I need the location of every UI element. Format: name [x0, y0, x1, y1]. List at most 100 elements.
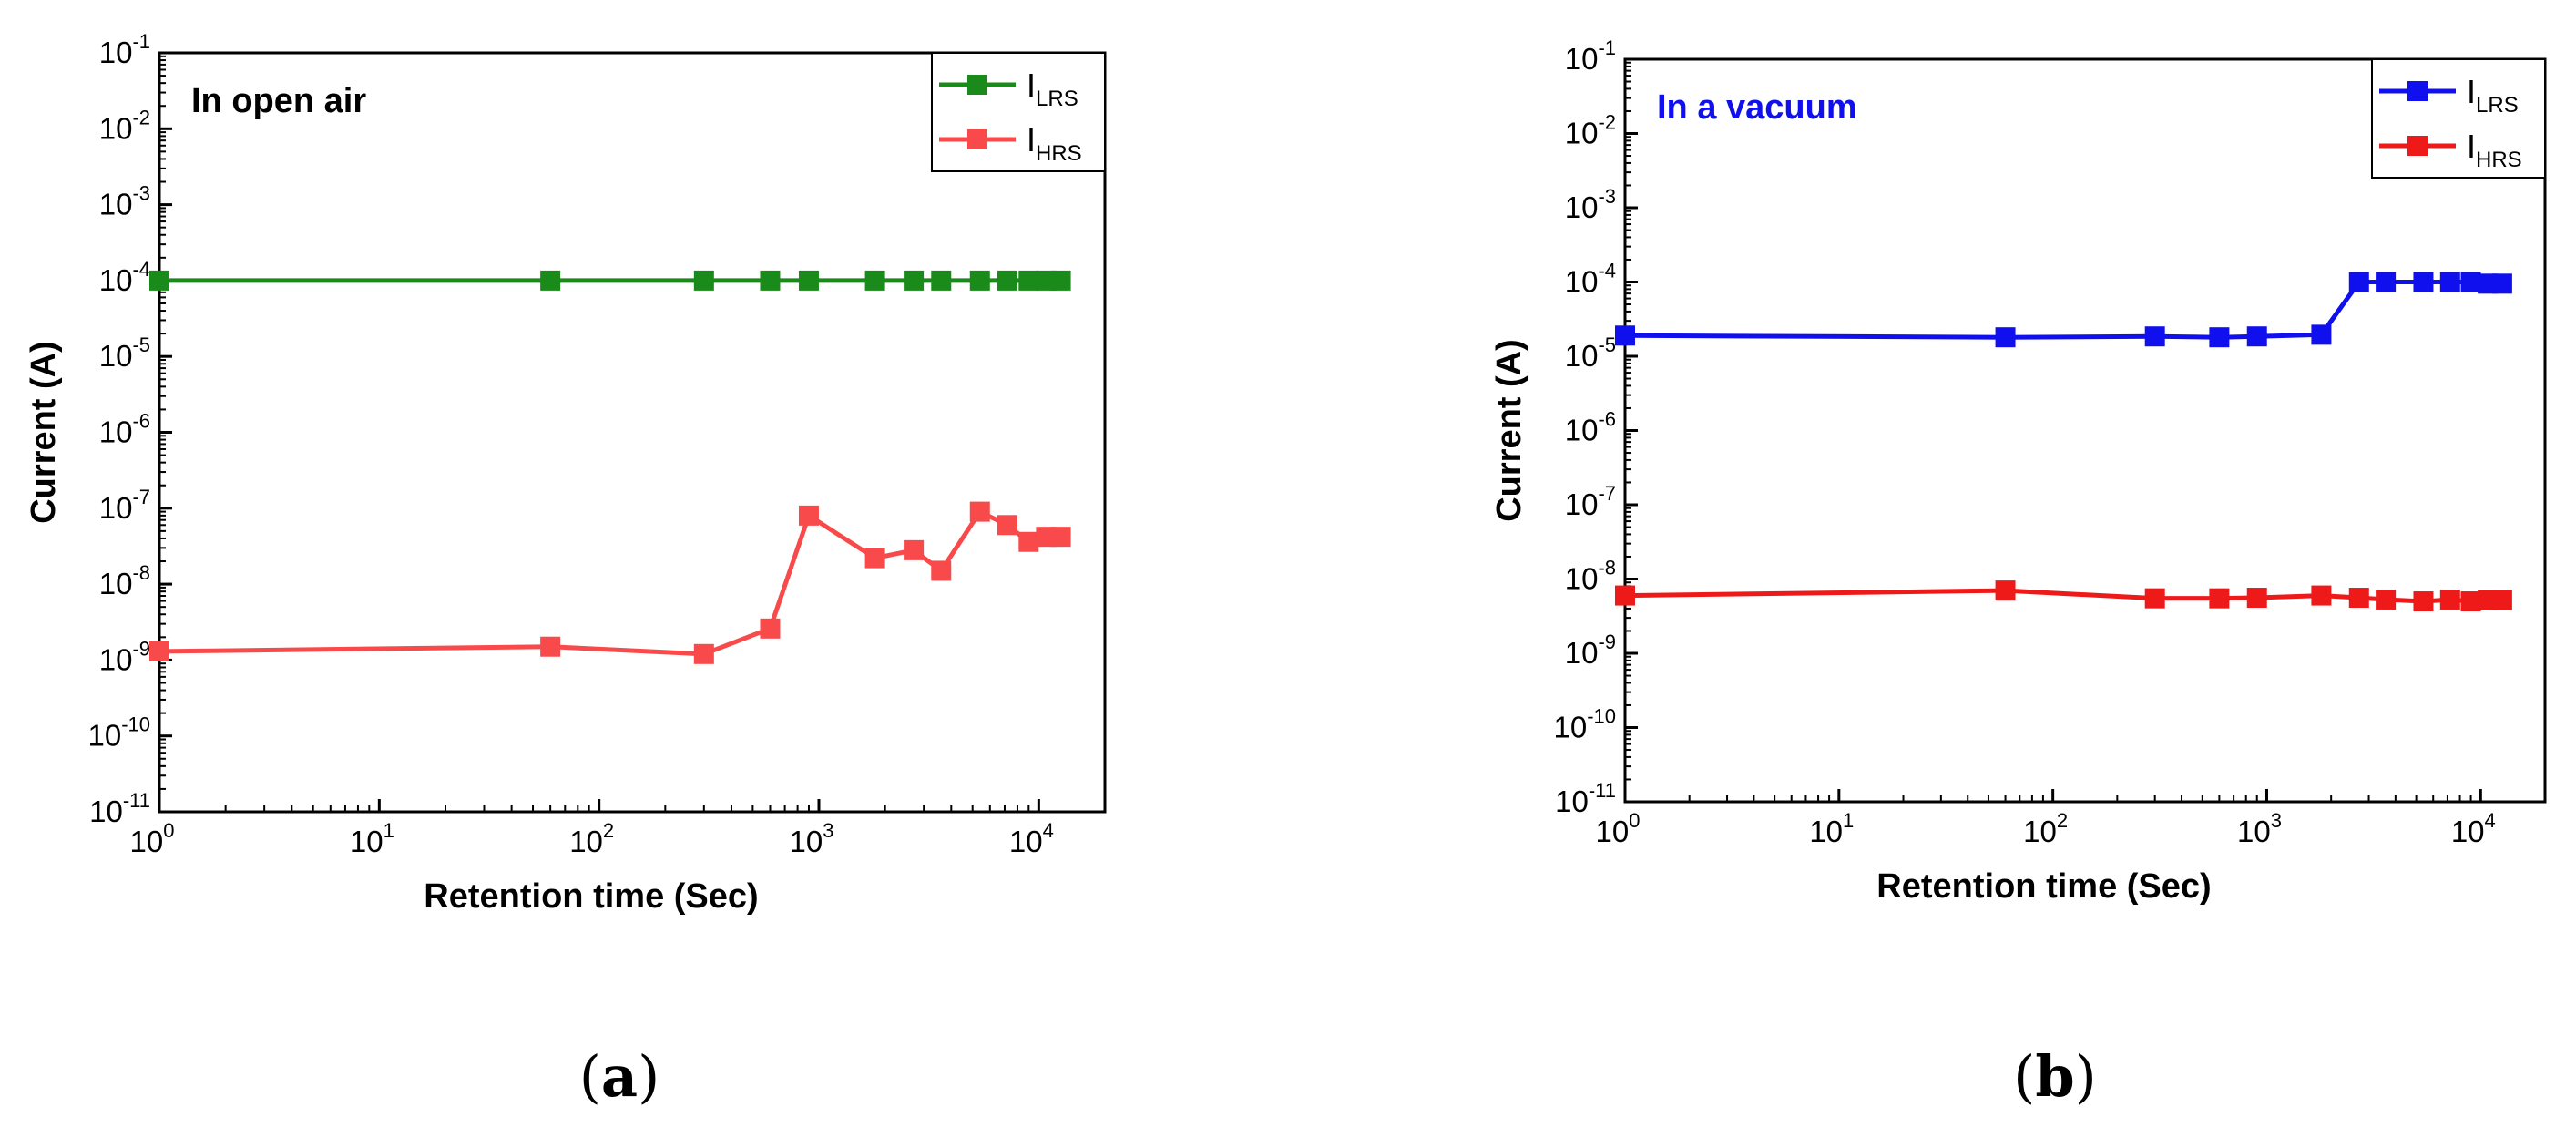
y-tick-label: 10-9: [99, 637, 150, 676]
data-point: [931, 270, 952, 291]
data-point: [1615, 325, 1635, 346]
x-tick-exponent: 0: [1629, 809, 1640, 832]
data-point: [2376, 589, 2397, 610]
y-tick-label: 10-6: [99, 410, 150, 449]
y-tick-base: 10: [99, 263, 133, 297]
data-point: [1050, 527, 1071, 548]
y-tick-base: 10: [1565, 117, 1599, 150]
y-tick-label: 10-8: [99, 561, 150, 600]
y-tick-base: 10: [1565, 414, 1599, 447]
y-tick-base: 10: [1565, 265, 1599, 299]
x-tick-label: 102: [2023, 809, 2068, 848]
data-point: [1995, 580, 2016, 601]
data-point: [931, 560, 952, 581]
y-tick-base: 10: [1565, 636, 1599, 670]
data-point: [149, 270, 169, 291]
y-tick-exponent: -4: [1598, 260, 1616, 282]
y-tick-label: 10-10: [87, 713, 150, 753]
panel-paren-close: ): [2075, 1043, 2097, 1110]
y-tick-label: 10-3: [99, 182, 150, 221]
data-point: [1615, 585, 1635, 606]
data-point: [2413, 272, 2434, 292]
y-tick-base: 10: [99, 415, 133, 449]
x-tick-label: 103: [2237, 809, 2282, 848]
legend-entry-hrs: IHRS: [2379, 128, 2522, 172]
data-point: [864, 270, 885, 291]
data-point: [997, 270, 1017, 291]
data-point: [2209, 327, 2230, 348]
y-tick-exponent: -6: [1598, 408, 1616, 431]
x-tick-label: 100: [1596, 809, 1641, 848]
y-tick-exponent: -3: [1598, 185, 1616, 208]
x-tick-base: 10: [790, 825, 823, 858]
legend-label: ILRS: [2467, 73, 2519, 118]
y-tick-base: 10: [1565, 339, 1599, 373]
y-tick-label: 10-11: [89, 789, 150, 828]
data-point: [540, 636, 561, 657]
y-tick-base: 10: [99, 491, 133, 525]
legend-label: IHRS: [1027, 121, 1082, 166]
y-tick-base: 10: [99, 339, 133, 373]
y-tick-label: 10-6: [1565, 408, 1616, 447]
y-tick-exponent: -1: [132, 30, 150, 53]
legend-label: IHRS: [2467, 128, 2522, 172]
y-tick-exponent: -9: [1598, 631, 1616, 653]
y-tick-label: 10-5: [1565, 333, 1616, 373]
legend-label-sub: HRS: [1036, 141, 1082, 166]
panel-letter: a: [601, 1043, 638, 1110]
legend-entry-hrs: IHRS: [939, 121, 1082, 166]
y-tick-exponent: -5: [132, 333, 150, 356]
data-point: [2413, 591, 2434, 612]
legend-label: ILRS: [1027, 67, 1078, 111]
y-tick-base: 10: [1553, 711, 1587, 744]
series-line: [158, 509, 1061, 657]
x-tick-exponent: 2: [603, 819, 614, 842]
y-tick-exponent: -10: [1587, 705, 1616, 728]
chart-panel-a: 10-1110-1010-910-810-710-610-510-410-310…: [25, 30, 1107, 1110]
x-axis-title: Retention time (Sec): [424, 877, 758, 916]
data-point: [2491, 590, 2512, 610]
data-point: [540, 270, 561, 291]
y-tick-base: 10: [99, 36, 133, 69]
y-tick-base: 10: [1565, 42, 1599, 76]
data-point: [2439, 272, 2460, 292]
x-tick-label: 104: [2451, 809, 2496, 848]
legend-label-main: I: [1027, 67, 1036, 104]
legend-box: [931, 52, 1106, 172]
y-tick-label: 10-3: [1565, 185, 1616, 224]
x-tick-base: 10: [2023, 815, 2057, 848]
x-tick-base: 10: [569, 825, 603, 858]
legend-marker: [967, 129, 987, 149]
legend-marker: [2407, 136, 2428, 156]
y-tick-exponent: -6: [132, 410, 150, 433]
x-tick-exponent: 3: [823, 819, 833, 842]
y-tick-exponent: -9: [132, 637, 150, 660]
data-point: [2311, 585, 2332, 606]
x-tick-exponent: 3: [2271, 809, 2282, 832]
data-point: [2439, 589, 2460, 610]
panel-label: (a): [579, 1043, 660, 1110]
legend-entry-lrs: ILRS: [2379, 73, 2519, 118]
data-point: [2376, 272, 2397, 292]
y-tick-base: 10: [99, 642, 133, 676]
panel-paren-open: (: [2013, 1043, 2035, 1110]
y-tick-label: 10-4: [99, 258, 150, 297]
y-tick-exponent: -10: [121, 713, 150, 736]
data-point: [760, 618, 781, 639]
y-tick-label: 10-2: [99, 106, 150, 145]
x-tick-exponent: 4: [1043, 819, 1054, 842]
legend-label-sub: HRS: [2476, 148, 2522, 172]
legend-label-sub: LRS: [1036, 87, 1078, 111]
data-point: [2144, 588, 2165, 609]
y-tick-label: 10-5: [99, 333, 150, 373]
data-point: [798, 505, 819, 526]
y-tick-base: 10: [89, 795, 123, 828]
y-tick-label: 10-11: [1555, 779, 1616, 818]
data-point: [2144, 326, 2165, 347]
data-point: [904, 270, 925, 291]
data-point: [2311, 324, 2332, 345]
y-axis-title: Current (A): [1490, 339, 1528, 522]
data-point: [693, 643, 714, 664]
x-tick-base: 10: [130, 825, 164, 858]
